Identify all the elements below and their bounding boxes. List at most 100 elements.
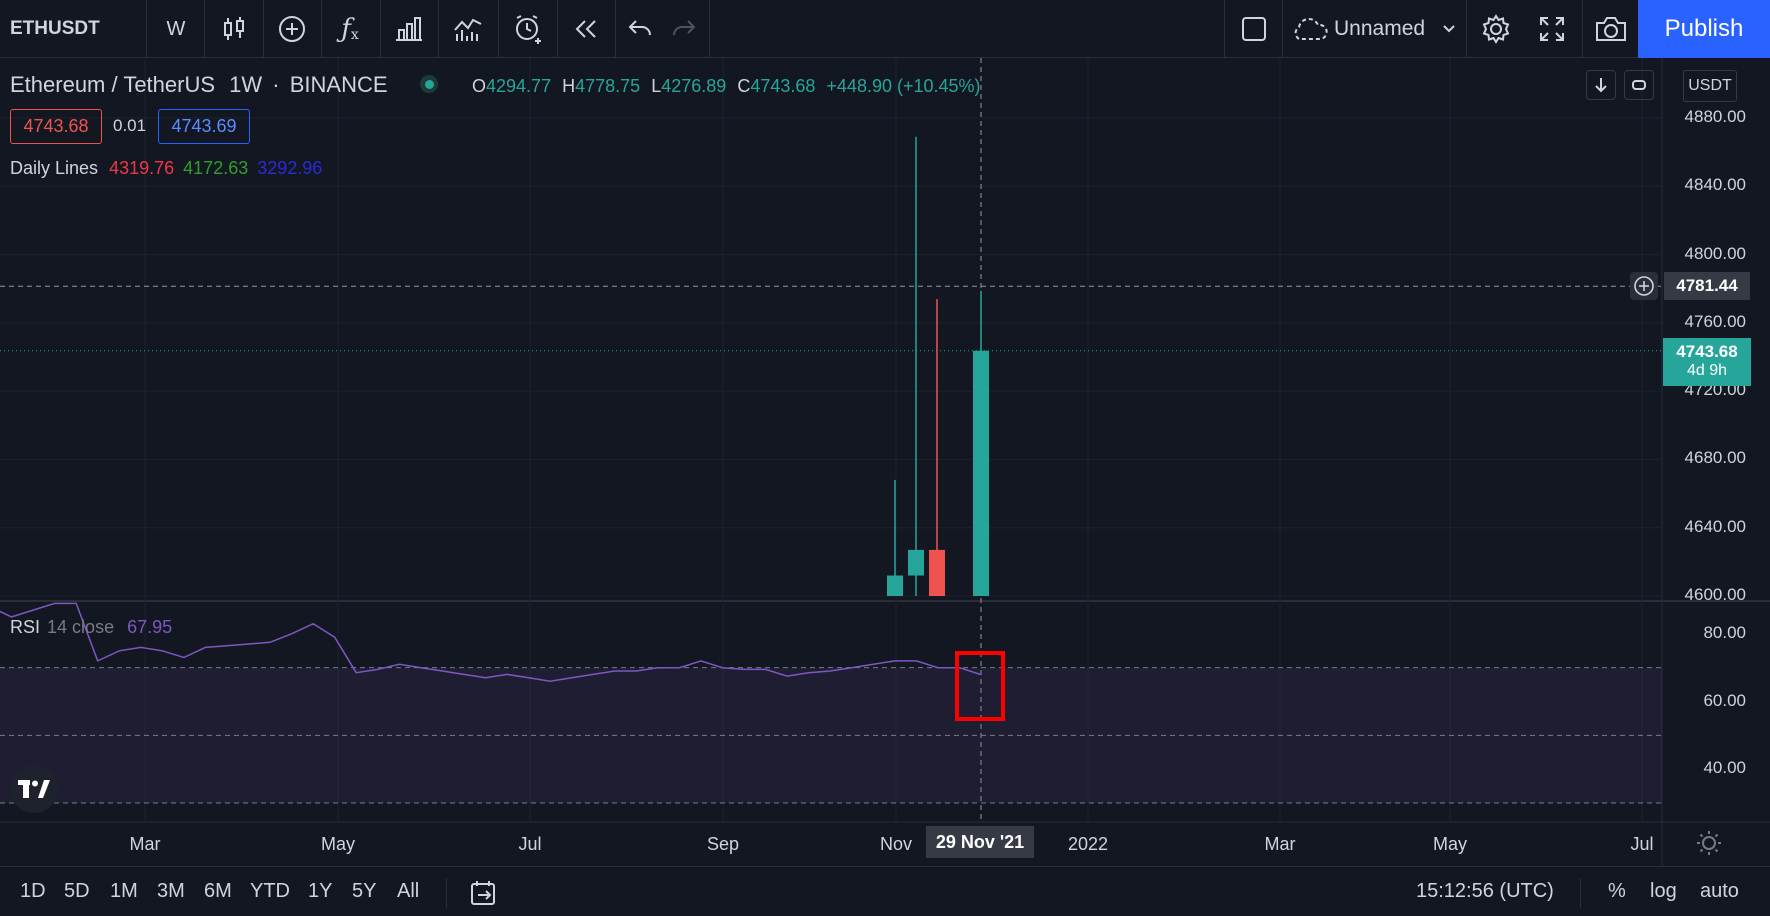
time-axis-label: 2022 [1067,834,1109,854]
price-axis-label: 4800.00 [1684,243,1746,263]
templates-icon[interactable] [439,0,497,58]
c-value: 4743.68 [750,76,816,96]
rsi-axis-label: 60.00 [1703,690,1746,710]
range-button-all[interactable]: All [397,880,420,902]
replay-icon[interactable] [558,0,614,58]
daily-lines-label[interactable]: Daily Lines [10,158,99,178]
fullscreen-selection-icon[interactable] [1228,0,1280,58]
highlight-box [955,651,1005,721]
price-axis-label: 4600.00 [1684,585,1746,604]
time-axis-label: Jul [1630,834,1654,854]
price-axis-label: 4760.00 [1684,311,1746,331]
auto-toggle[interactable]: auto [1700,880,1739,902]
crosshair-price-label: 4781.44 [1664,272,1750,300]
divider [1582,0,1583,58]
camera-icon[interactable] [1584,0,1638,58]
daily-line-3: 3292.96 [257,158,323,178]
percent-toggle[interactable]: % [1608,880,1626,902]
rsi-label[interactable]: RSI [10,617,41,637]
legend-interval: 1W [229,72,263,97]
divider [380,0,381,58]
add-alert-plus-icon[interactable] [1630,272,1658,300]
time-axis-label: Sep [706,834,740,854]
price-axis-label: 4880.00 [1684,107,1746,126]
interval-button[interactable]: W [166,17,186,40]
range-button-1m[interactable]: 1M [110,880,138,902]
range-button-5d[interactable]: 5D [64,880,90,902]
c-label: C [737,76,751,96]
candles-icon[interactable] [206,0,262,58]
time-axis-label: Mar [1264,834,1296,854]
undo-icon[interactable] [616,0,664,58]
time-axis-label: Jul [518,834,542,854]
tradingview-logo [10,765,58,813]
layout-name[interactable]: Unnamed [1334,17,1426,40]
time-axis-label: May [320,834,356,854]
l-value: 4276.89 [661,76,727,96]
sell-button[interactable]: 4743.68 [10,109,102,144]
market-status-icon[interactable] [420,75,438,93]
fullscreen-icon[interactable] [1524,0,1580,58]
divider [557,0,558,58]
rsi-axis-label: 40.00 [1703,758,1746,778]
symbol-title: Ethereum / TetherUS 1W · BINANCE [10,72,388,98]
time-axis-label: Nov [879,834,913,854]
rsi-band [0,667,1662,803]
price-axis-label: 4680.00 [1684,448,1746,468]
goto-date-icon[interactable] [470,880,498,911]
range-button-5y[interactable]: 5Y [352,880,377,902]
price-axis-label: 4840.00 [1684,175,1746,195]
divider [1282,0,1283,58]
h-label: H [562,76,576,96]
sync-icon[interactable] [1624,70,1654,100]
bottom-toolbar [0,866,1770,916]
candle-body [929,549,945,596]
range-button-3m[interactable]: 3M [157,880,185,902]
h-value: 4778.75 [575,76,641,96]
o-label: O [472,76,487,96]
cloud-icon[interactable] [1290,0,1330,58]
last-price-value: 4743.68 [1676,342,1738,361]
spread-value: 0.01 [113,116,147,135]
rsi-legend: RSI 14 close 67.95 [10,617,172,638]
divider [498,0,499,58]
divider [263,0,264,58]
add-compare-icon[interactable] [264,0,320,58]
redo-icon[interactable] [660,0,708,58]
crosshair-date-label: 29 Nov '21 [926,826,1034,858]
chevron-down-icon[interactable] [1434,0,1464,58]
clock[interactable]: 15:12:56 (UTC) [1416,880,1554,902]
buy-button[interactable]: 4743.69 [158,109,250,144]
divider [615,0,616,58]
time-axis-label: Mar [129,834,161,854]
divider [1466,0,1467,58]
sun-icon[interactable] [1696,830,1722,861]
divider [446,878,447,908]
candle-body [887,575,903,596]
rsi-value: 67.95 [127,617,173,637]
candle-body [908,549,924,576]
range-button-6m[interactable]: 6M [204,880,232,902]
currency-button[interactable]: USDT [1683,70,1737,102]
financials-icon[interactable] [381,0,437,58]
gear-icon[interactable] [1468,0,1524,58]
ohlc-values: O4294.77 H4778.75 L4276.89 C4743.68 +448… [472,76,981,97]
rsi-params: 14 close [47,617,115,637]
alert-icon[interactable] [500,0,556,58]
divider [321,0,322,58]
time-axis-label: May [1432,834,1468,854]
arrow-down-icon[interactable] [1586,70,1616,100]
range-button-ytd[interactable]: YTD [250,880,290,902]
symbol-search-button[interactable]: ETHUSDT [10,18,100,39]
range-button-1d[interactable]: 1D [20,880,46,902]
publish-button[interactable]: Publish [1638,0,1770,58]
daily-line-1: 4319.76 [109,158,175,178]
last-price-label: 4743.68 4d 9h [1663,338,1751,386]
rsi-axis-label: 80.00 [1703,622,1746,642]
divider [709,0,710,58]
divider [204,0,205,58]
log-toggle[interactable]: log [1650,880,1677,902]
range-button-1y[interactable]: 1Y [308,880,333,902]
